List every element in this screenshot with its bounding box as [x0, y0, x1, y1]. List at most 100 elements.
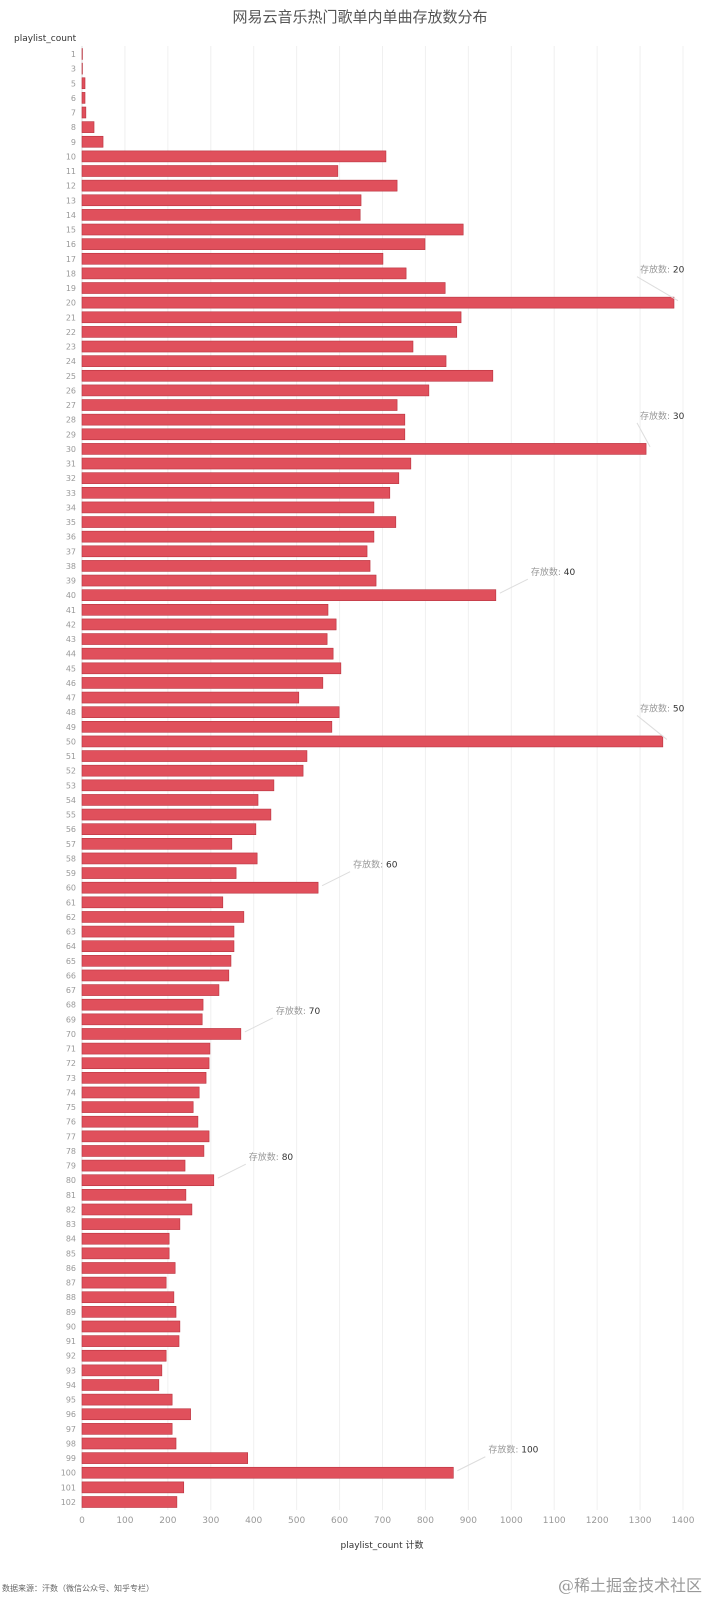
y-tick-label: 23 [66, 343, 76, 352]
x-tick-label: 200 [159, 1516, 176, 1526]
annotation-prefix: 存放数: [276, 1005, 309, 1017]
bar [81, 1335, 180, 1347]
bar [81, 399, 398, 411]
y-axis-label: playlist_count [14, 34, 77, 44]
bar [81, 1232, 170, 1245]
y-tick-label: 12 [66, 182, 76, 191]
y-tick-label: 10 [66, 152, 76, 161]
bar [81, 560, 371, 572]
bar [81, 633, 328, 645]
annotation-leader-line [636, 422, 651, 448]
bar [81, 589, 497, 601]
y-tick-label: 67 [66, 986, 76, 995]
y-tick-label: 71 [66, 1045, 76, 1054]
data-source-note: 数据来源：汗数（微信公众号、知乎专栏） [2, 1584, 154, 1593]
bar [81, 545, 368, 558]
y-tick-label: 43 [66, 635, 76, 644]
annotation-value: 30 [673, 412, 685, 422]
bar [81, 121, 95, 133]
y-tick-label: 73 [66, 1074, 76, 1083]
bar [81, 1145, 205, 1157]
bar [81, 940, 235, 953]
bar [81, 1218, 181, 1230]
y-tick-label: 26 [66, 386, 76, 395]
bar [81, 867, 237, 879]
bar [81, 808, 272, 821]
bar [81, 984, 220, 996]
bar [81, 369, 494, 382]
y-tick-label: 58 [66, 854, 76, 863]
bar [81, 721, 333, 733]
bar [81, 574, 377, 587]
bar [81, 603, 329, 616]
y-tick-label: 75 [66, 1103, 76, 1112]
annotation-label: 存放数: 80 [249, 1151, 294, 1163]
y-tick-label: 54 [66, 796, 76, 805]
y-tick-label: 51 [66, 752, 76, 761]
bar [81, 779, 275, 792]
y-tick-label: 37 [66, 547, 76, 556]
y-tick-label: 55 [66, 811, 76, 820]
bar [81, 1379, 160, 1391]
y-tick-label: 77 [66, 1132, 76, 1141]
y-tick-label: 92 [66, 1352, 76, 1361]
bar [81, 1247, 170, 1260]
y-tick-label: 65 [66, 957, 76, 966]
annotation-label: 存放数: 50 [640, 702, 685, 714]
y-tick-label: 11 [66, 167, 76, 176]
bar [81, 998, 204, 1011]
bar [81, 1159, 186, 1172]
watermark: @稀土掘金技术社区 [557, 1576, 702, 1595]
bar [81, 135, 104, 148]
bar [81, 1013, 203, 1026]
bar [81, 179, 398, 192]
y-tick-label: 53 [66, 781, 76, 790]
bar [81, 252, 384, 265]
y-tick-label: 60 [66, 884, 76, 893]
y-tick-label: 6 [71, 94, 76, 103]
y-tick-label: 3 [71, 65, 76, 74]
x-tick-label: 700 [374, 1516, 391, 1526]
x-tick-label: 1400 [672, 1516, 695, 1526]
y-tick-label: 41 [66, 606, 76, 615]
annotation-value: 100 [521, 1446, 538, 1456]
y-tick-label: 38 [66, 562, 76, 571]
y-tick-label: 74 [66, 1088, 76, 1097]
y-tick-label: 42 [66, 620, 76, 629]
y-tick-label: 62 [66, 913, 76, 922]
annotation-value: 70 [309, 1007, 321, 1017]
bar [81, 1408, 191, 1421]
y-tick-label: 35 [66, 518, 76, 527]
bar [81, 823, 257, 835]
bar [81, 1452, 249, 1464]
y-tick-label: 80 [66, 1176, 76, 1185]
bar [81, 92, 86, 104]
y-tick-label: 88 [66, 1293, 76, 1302]
bar [81, 223, 464, 236]
bar [81, 1174, 215, 1187]
y-tick-label: 101 [61, 1483, 76, 1492]
y-tick-label: 16 [66, 240, 76, 249]
bar [81, 501, 375, 514]
x-tick-label: 300 [202, 1516, 219, 1526]
annotation-prefix: 存放数: [640, 702, 673, 714]
x-tick-label: 0 [79, 1516, 85, 1526]
y-tick-label: 22 [66, 328, 76, 337]
annotation-label: 存放数: 100 [488, 1444, 538, 1456]
y-tick-label: 14 [66, 211, 76, 220]
bar [81, 662, 342, 675]
bar [81, 165, 339, 177]
bar [81, 1306, 177, 1318]
x-tick-label: 100 [116, 1516, 133, 1526]
y-tick-label: 27 [66, 401, 76, 410]
y-tick-label: 64 [66, 942, 76, 951]
bar [81, 1437, 177, 1450]
y-tick-label: 50 [66, 737, 76, 746]
y-tick-label: 61 [66, 898, 76, 907]
bar [81, 618, 337, 631]
y-tick-label: 8 [71, 123, 76, 132]
y-tick-label: 99 [66, 1454, 76, 1463]
y-tick-label: 57 [66, 840, 76, 849]
y-tick-label: 81 [66, 1191, 76, 1200]
